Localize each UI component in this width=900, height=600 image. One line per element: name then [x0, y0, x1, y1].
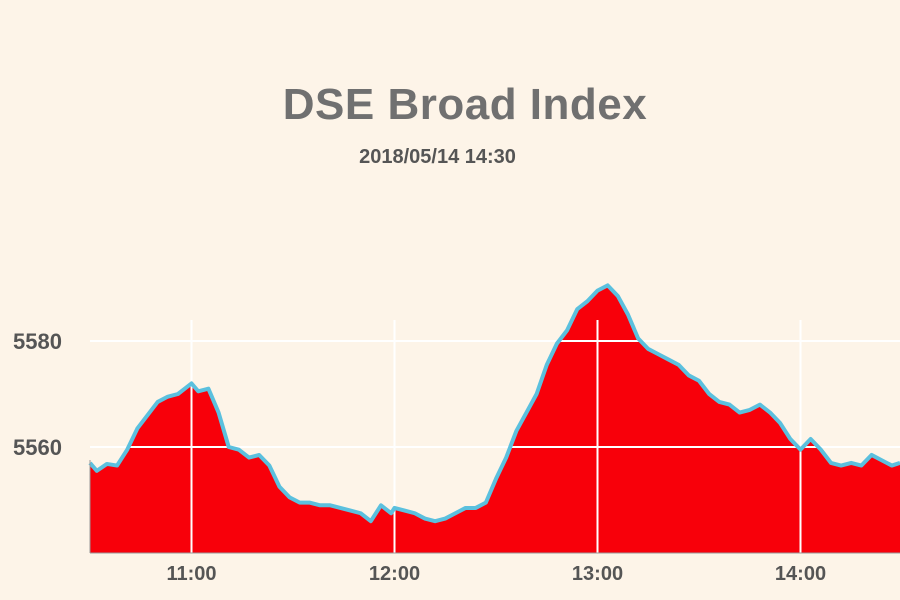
series-line [88, 283, 900, 524]
series-area [90, 285, 900, 553]
y-tick-label: 5580 [13, 329, 62, 354]
x-tick-label: 12:00 [369, 563, 420, 585]
x-tick-label: 14:00 [775, 563, 826, 585]
chart-subtitle: 2018/05/14 14:30 [359, 146, 516, 168]
x-tick-label: 11:00 [166, 563, 216, 585]
chart-title: DSE Broad Index [282, 80, 648, 129]
y-tick-label: 5560 [13, 435, 62, 460]
x-tick-label: 13:00 [572, 563, 623, 585]
